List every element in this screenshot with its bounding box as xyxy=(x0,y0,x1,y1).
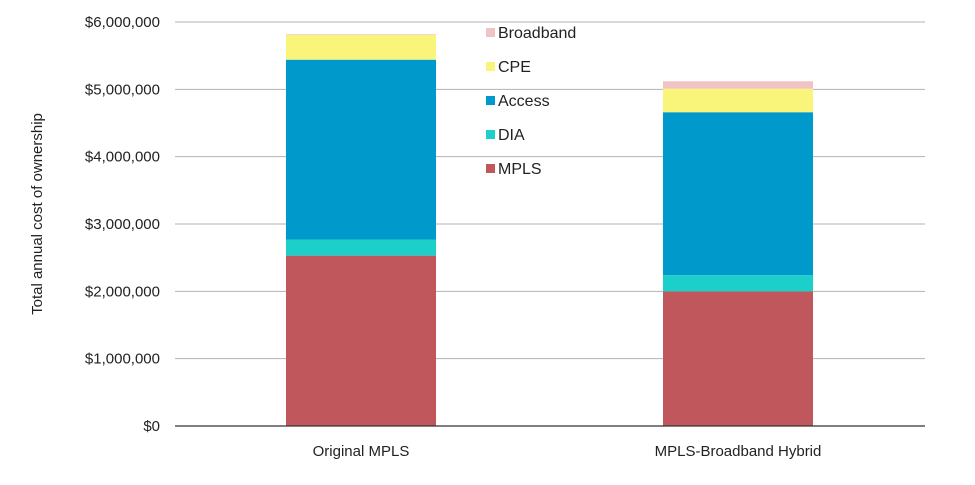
legend-label-mpls: MPLS xyxy=(498,161,542,178)
legend-label-broadband: Broadband xyxy=(498,25,576,42)
legend-swatch-cpe xyxy=(486,62,495,71)
bar-segment-mpls xyxy=(663,291,813,426)
y-tick-label: $6,000,000 xyxy=(85,14,160,31)
y-tick-label: $0 xyxy=(143,418,160,435)
legend-swatch-mpls xyxy=(486,164,495,173)
bar-segment-access xyxy=(663,112,813,276)
legend-label-cpe: CPE xyxy=(498,59,531,76)
bar-segment-cpe xyxy=(663,88,813,113)
y-tick-label: $2,000,000 xyxy=(85,283,160,300)
bars xyxy=(286,34,813,426)
y-tick-label: $4,000,000 xyxy=(85,149,160,166)
legend-swatch-broadband xyxy=(486,28,495,37)
legend-label-access: Access xyxy=(498,93,550,110)
bar-segment-cpe xyxy=(286,34,436,60)
bar-segment-mpls xyxy=(286,255,436,426)
y-axis-tick-labels: $0 $1,000,000 $2,000,000 $3,000,000 $4,000,0… xyxy=(85,14,160,435)
x-axis-category-labels: Original MPLS MPLS-Broadband Hybrid xyxy=(313,443,822,460)
bar-segment-dia xyxy=(663,275,813,292)
y-tick-label: $1,000,000 xyxy=(85,351,160,368)
legend-label-dia: DIA xyxy=(498,127,525,144)
legend-swatch-dia xyxy=(486,130,495,139)
y-axis-title: Total annual cost of ownership xyxy=(29,113,46,315)
bar-segment-dia xyxy=(286,239,436,256)
bar-segment-broadband xyxy=(286,34,436,35)
bar-segment-broadband xyxy=(663,81,813,89)
bar-segment-access xyxy=(286,59,436,240)
legend: Broadband CPE Access DIA MPLS xyxy=(486,25,576,178)
y-tick-label: $5,000,000 xyxy=(85,81,160,98)
x-category-label: Original MPLS xyxy=(313,443,410,460)
legend-swatch-access xyxy=(486,96,495,105)
y-tick-label: $3,000,000 xyxy=(85,216,160,233)
x-category-label: MPLS-Broadband Hybrid xyxy=(655,443,822,460)
